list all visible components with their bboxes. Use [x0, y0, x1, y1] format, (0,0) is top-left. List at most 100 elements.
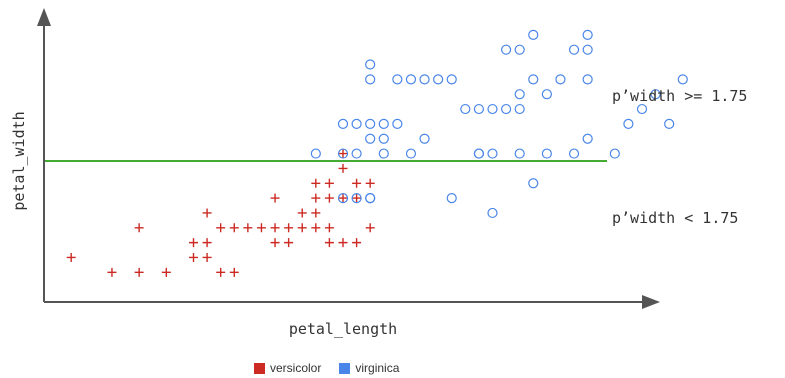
point-versicolor-19 — [324, 223, 334, 233]
point-virginica-1 — [337, 148, 349, 159]
point-versicolor-29 — [324, 178, 334, 188]
point-versicolor-37 — [365, 223, 375, 233]
point-versicolor-26 — [352, 193, 362, 203]
point-virginica-13 — [365, 133, 376, 144]
point-virginica-6 — [365, 193, 376, 204]
point-versicolor-2 — [134, 267, 144, 277]
y-axis-arrow-icon — [37, 8, 51, 26]
legend-item-versicolor: versicolor — [254, 361, 321, 375]
point-versicolor-1 — [107, 267, 117, 277]
point-versicolor-34 — [284, 238, 294, 248]
legend-label-virginica: virginica — [355, 361, 400, 375]
point-virginica-18 — [419, 74, 430, 85]
point-virginica-39 — [582, 74, 593, 85]
point-virginica-11 — [351, 118, 362, 129]
point-versicolor-13 — [243, 223, 253, 233]
point-versicolor-16 — [284, 223, 294, 233]
point-versicolor-20 — [202, 208, 212, 218]
point-virginica-51 — [623, 118, 634, 129]
annotation-above-threshold: p’width >= 1.75 — [612, 87, 747, 105]
point-versicolor-14 — [256, 223, 266, 233]
point-virginica-30 — [528, 74, 539, 85]
point-versicolor-22 — [297, 208, 307, 218]
point-versicolor-17 — [297, 223, 307, 233]
point-versicolor-18 — [311, 223, 321, 233]
point-versicolor-39 — [365, 178, 375, 188]
point-virginica-14 — [378, 118, 389, 129]
point-versicolor-0 — [66, 252, 76, 262]
point-versicolor-35 — [324, 238, 334, 248]
point-virginica-55 — [664, 118, 675, 129]
point-versicolor-12 — [229, 223, 239, 233]
point-virginica-3 — [337, 193, 349, 204]
point-virginica-31 — [541, 89, 552, 100]
point-versicolor-9 — [189, 238, 198, 248]
point-versicolor-7 — [229, 267, 239, 277]
point-virginica-33 — [500, 44, 512, 55]
point-virginica-54 — [677, 74, 688, 85]
point-virginica-36 — [568, 44, 580, 55]
point-versicolor-30 — [352, 178, 362, 188]
point-versicolor-11 — [216, 223, 226, 233]
point-virginica-38 — [582, 29, 593, 40]
legend-swatch-versicolor — [254, 362, 265, 374]
point-versicolor-8 — [134, 223, 144, 233]
point-virginica-20 — [446, 74, 457, 85]
point-virginica-41 — [473, 148, 485, 159]
point-virginica-0 — [310, 148, 321, 159]
point-virginica-26 — [487, 103, 498, 115]
point-virginica-17 — [405, 74, 417, 85]
point-virginica-24 — [460, 103, 471, 115]
point-virginica-32 — [555, 74, 566, 85]
point-versicolor-25 — [338, 193, 348, 203]
point-versicolor-32 — [338, 238, 348, 248]
point-versicolor-28 — [311, 193, 321, 203]
point-versicolor-23 — [311, 208, 321, 218]
point-virginica-49 — [487, 207, 498, 219]
point-virginica-15 — [392, 118, 403, 129]
point-virginica-45 — [568, 148, 580, 159]
point-virginica-7 — [378, 133, 389, 144]
point-versicolor-6 — [216, 267, 226, 277]
point-virginica-10 — [337, 118, 349, 129]
point-virginica-16 — [419, 133, 430, 144]
point-versicolor-24 — [324, 193, 334, 203]
point-versicolor-33 — [270, 238, 280, 248]
point-versicolor-10 — [202, 238, 212, 248]
point-virginica-4 — [351, 193, 362, 204]
point-virginica-48 — [528, 178, 539, 189]
point-virginica-52 — [636, 103, 648, 115]
point-virginica-47 — [609, 148, 620, 159]
point-virginica-50 — [446, 193, 457, 204]
point-virginica-12 — [365, 118, 376, 129]
point-virginica-25 — [473, 103, 485, 115]
point-virginica-22 — [365, 74, 376, 85]
point-virginica-9 — [405, 148, 417, 159]
point-virginica-27 — [500, 103, 512, 115]
legend: versicolor virginica — [254, 361, 399, 375]
point-virginica-8 — [378, 148, 389, 159]
point-virginica-46 — [582, 133, 593, 144]
legend-item-virginica: virginica — [339, 361, 399, 375]
point-versicolor-15 — [270, 223, 280, 233]
point-versicolor-31 — [338, 163, 348, 173]
annotation-below-threshold: p’width < 1.75 — [612, 209, 738, 227]
legend-label-versicolor: versicolor — [270, 361, 322, 375]
y-axis-label: petal_width — [10, 111, 28, 210]
x-axis-arrow-icon — [642, 295, 660, 309]
point-virginica-19 — [433, 74, 444, 85]
point-virginica-21 — [365, 59, 376, 70]
point-virginica-29 — [514, 89, 525, 100]
point-virginica-35 — [528, 29, 539, 40]
point-virginica-43 — [514, 148, 525, 159]
point-versicolor-3 — [161, 267, 171, 277]
point-versicolor-5 — [202, 252, 212, 262]
point-versicolor-21 — [270, 193, 280, 203]
point-virginica-34 — [514, 44, 525, 55]
legend-swatch-virginica — [339, 362, 351, 374]
data-points — [66, 29, 688, 277]
x-axis-label: petal_length — [289, 320, 397, 338]
point-versicolor-38 — [338, 149, 348, 159]
point-versicolor-27 — [311, 178, 321, 188]
